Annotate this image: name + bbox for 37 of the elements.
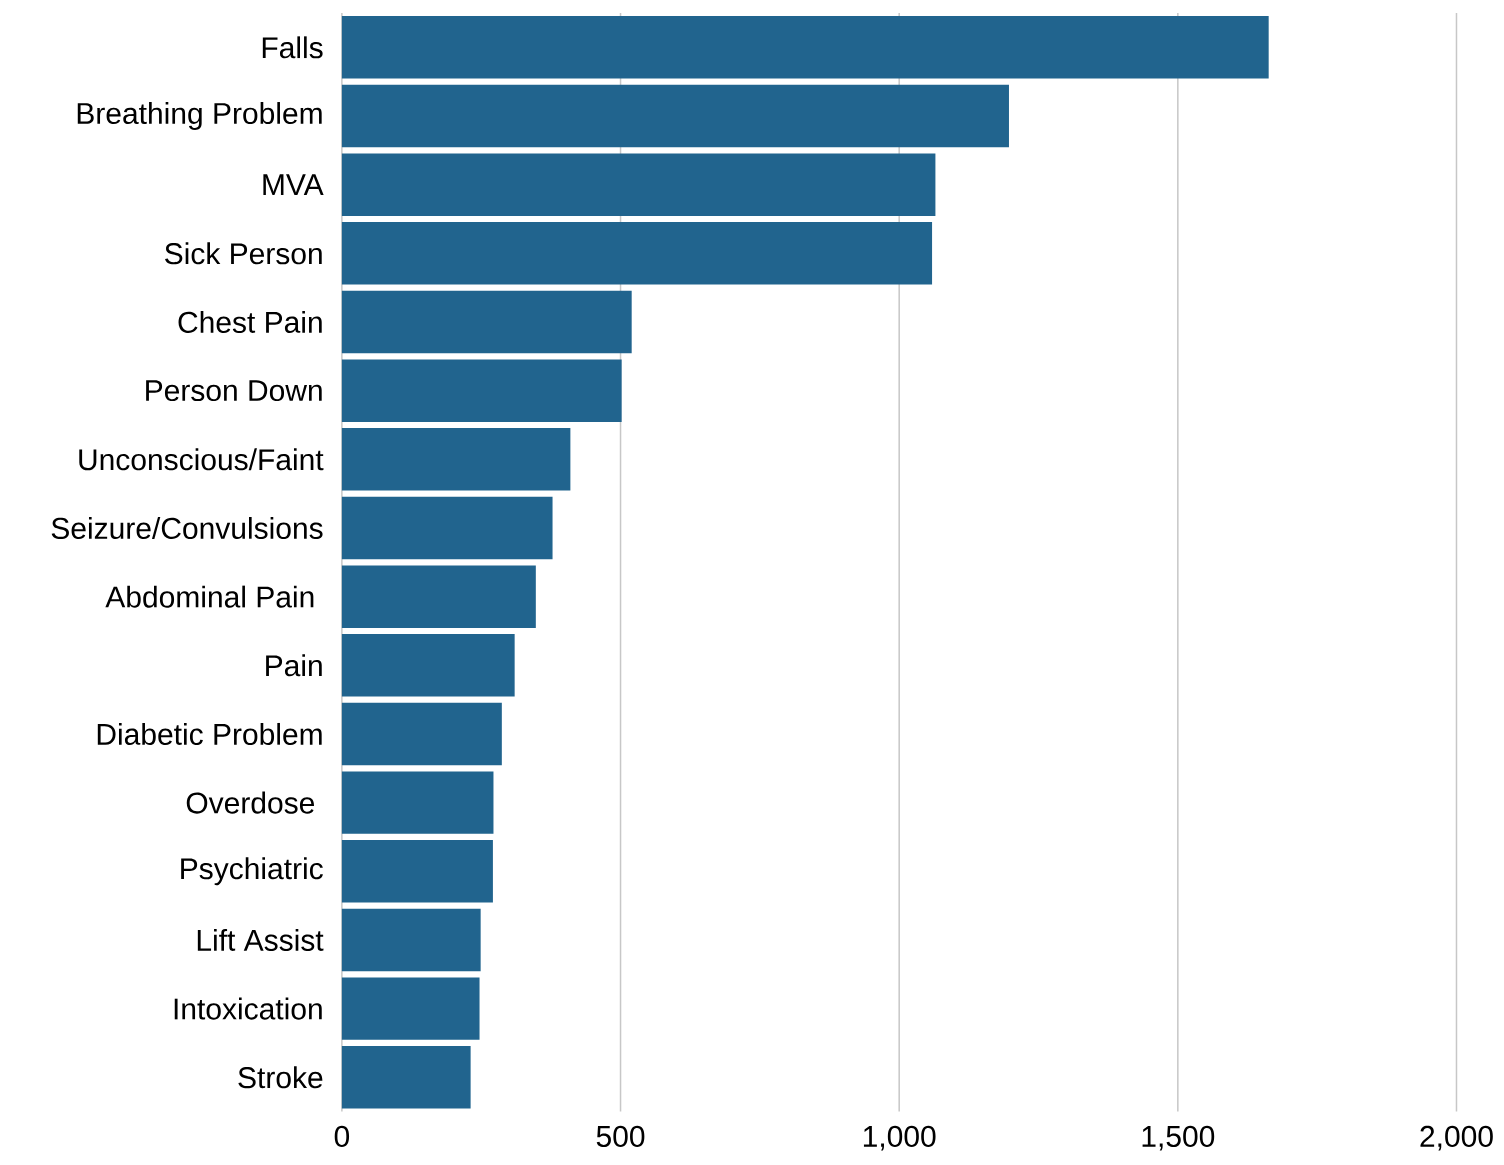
- bar: [341, 771, 494, 835]
- y-tick-label: Overdose: [186, 791, 315, 814]
- y-tick-label: Pain: [266, 654, 322, 677]
- y-tick-label: Seizure/Convulsions: [51, 517, 323, 540]
- bar: [341, 634, 515, 697]
- y-tick-label: MVA: [263, 174, 324, 196]
- bar: [341, 16, 1269, 79]
- y-tick-label: Abdominal Pain: [105, 585, 314, 608]
- y-tick-label: Psychiatric: [181, 857, 323, 886]
- x-tick-label: 2,000: [1420, 1126, 1493, 1151]
- y-tick-label: Unconscious/Faint: [79, 448, 324, 471]
- x-tick-label: 500: [596, 1126, 645, 1148]
- bar: [341, 84, 1009, 148]
- y-tick-label: Stroke: [238, 1066, 323, 1089]
- bar: [341, 908, 481, 972]
- y-tick-label: Chest Pain: [178, 311, 322, 334]
- y-tick-label: Intoxication: [174, 997, 322, 1020]
- y-tick-label: Person Down: [146, 380, 322, 402]
- y-tick-label: Lift Assist: [197, 929, 324, 952]
- bar: [341, 496, 553, 560]
- y-tick-label: Breathing Problem: [77, 102, 322, 131]
- y-tick-label: Sick Person: [165, 242, 322, 265]
- bar: [341, 290, 632, 354]
- bar: [341, 222, 933, 285]
- bar: [341, 565, 536, 629]
- bar: [341, 153, 936, 217]
- bar: [341, 977, 480, 1041]
- bar: [341, 840, 493, 903]
- x-tick-label: 1,000: [863, 1126, 936, 1151]
- x-tick-label: 1,500: [1142, 1126, 1215, 1151]
- bar: [341, 702, 502, 766]
- bar: [341, 1046, 471, 1109]
- y-tick-label: Falls: [262, 36, 323, 59]
- bar: [341, 428, 571, 491]
- y-tick-label: Diabetic Problem: [97, 723, 322, 746]
- bar: [341, 359, 622, 423]
- x-tick-label: 0: [334, 1126, 350, 1148]
